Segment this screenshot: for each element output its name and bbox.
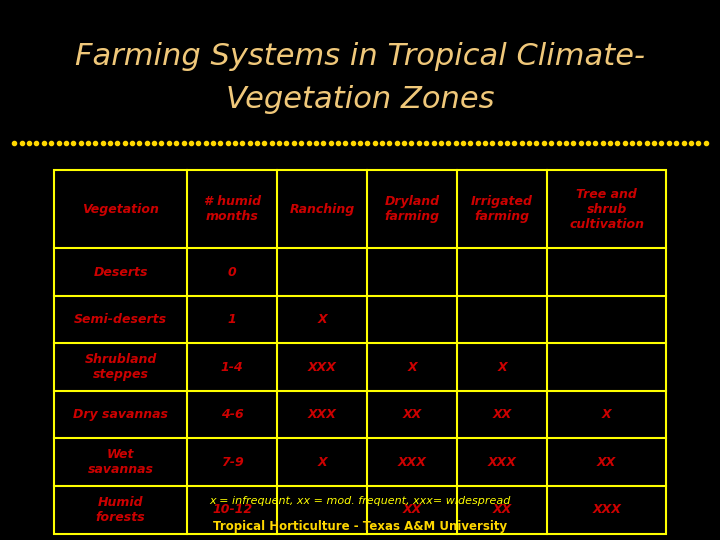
Text: x = infrequent, xx = mod. frequent, xxx= widespread: x = infrequent, xx = mod. frequent, xxx=…	[210, 496, 510, 506]
Text: X: X	[498, 361, 507, 374]
Text: Vegetation: Vegetation	[82, 202, 159, 216]
Text: Dry savannas: Dry savannas	[73, 408, 168, 421]
Text: 4-6: 4-6	[221, 408, 243, 421]
Text: Humid
forests: Humid forests	[96, 496, 145, 524]
Text: # humid
months: # humid months	[204, 195, 261, 223]
Text: 0: 0	[228, 266, 237, 279]
Text: Vegetation Zones: Vegetation Zones	[226, 85, 494, 114]
Text: XX: XX	[492, 503, 512, 516]
Text: 1: 1	[228, 313, 237, 326]
Text: XX: XX	[402, 503, 422, 516]
Text: XX: XX	[492, 408, 512, 421]
Text: XXX: XXX	[307, 361, 337, 374]
Text: XXX: XXX	[487, 456, 517, 469]
Text: 10-12: 10-12	[212, 503, 252, 516]
Text: Irrigated
farming: Irrigated farming	[471, 195, 534, 223]
Text: Semi-deserts: Semi-deserts	[74, 313, 167, 326]
Text: Wet
savannas: Wet savannas	[88, 448, 153, 476]
Text: Farming Systems in Tropical Climate-: Farming Systems in Tropical Climate-	[75, 42, 645, 71]
Text: 7-9: 7-9	[221, 456, 243, 469]
Text: Tropical Horticulture - Texas A&M University: Tropical Horticulture - Texas A&M Univer…	[213, 520, 507, 533]
Text: Shrubland
steppes: Shrubland steppes	[84, 353, 157, 381]
Text: Deserts: Deserts	[94, 266, 148, 279]
Bar	[54, 170, 666, 534]
Text: X: X	[602, 408, 611, 421]
Text: XXX: XXX	[307, 408, 337, 421]
Text: 1-4: 1-4	[221, 361, 243, 374]
Text: Ranching: Ranching	[289, 202, 355, 216]
Text: XXX: XXX	[397, 456, 427, 469]
Text: Dryland
farming: Dryland farming	[384, 195, 440, 223]
Text: X: X	[408, 361, 417, 374]
Text: XX: XX	[597, 456, 616, 469]
Text: Tree and
shrub
cultivation: Tree and shrub cultivation	[569, 188, 644, 231]
Text: XX: XX	[402, 408, 422, 421]
Text: X: X	[318, 456, 327, 469]
Text: X: X	[318, 313, 327, 326]
Text: XXX: XXX	[592, 503, 621, 516]
